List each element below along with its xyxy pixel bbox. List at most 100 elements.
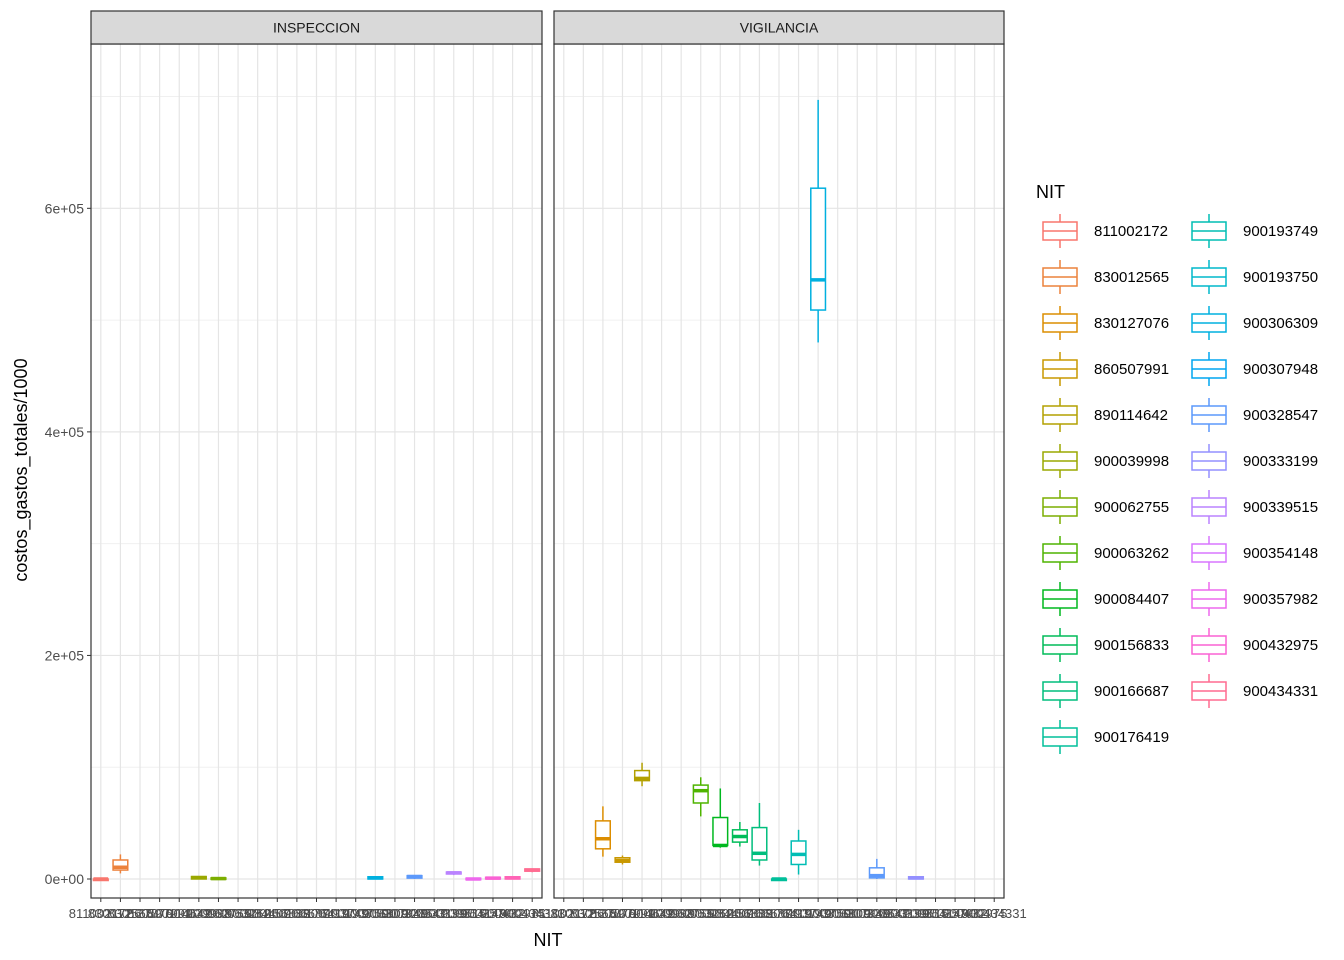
legend-label: 900432975 — [1243, 637, 1318, 654]
x-tick-label: 811002172 — [69, 906, 133, 921]
box-830012565 — [112, 854, 129, 874]
x-tick-label: 900357982 — [923, 906, 988, 921]
box-900176419 — [770, 877, 788, 882]
y-axis-label: costos_gastos_totales/1000 — [11, 358, 32, 581]
box-900306309 — [367, 876, 384, 880]
x-tick-label: 900306309 — [343, 906, 408, 921]
x-tick-label: 900307948 — [362, 906, 427, 921]
x-tick-label: 900339515 — [421, 906, 486, 921]
box-900063262 — [692, 777, 709, 817]
box-900354148 — [465, 877, 482, 881]
x-tick-label: 900193750 — [323, 906, 388, 921]
legend-label: 900307948 — [1243, 361, 1318, 378]
x-tick-label: 811002172 — [532, 906, 596, 921]
legend-label: 900193749 — [1243, 223, 1318, 240]
legend-label: 860507991 — [1094, 361, 1169, 378]
box-860507991 — [614, 855, 631, 865]
box-811002172 — [92, 877, 109, 882]
x-tick-label: 900432975 — [942, 906, 1007, 921]
x-tick-label: 900039998 — [629, 906, 694, 921]
legend-item-811002172: 811002172 — [1042, 214, 1168, 248]
y-tick-label: 4e+05 — [45, 424, 85, 440]
facet-panel-vigilancia: VIGILANCIA — [553, 10, 1005, 899]
x-tick-label: 900062755 — [649, 906, 714, 921]
x-tick-label: 900193749 — [766, 906, 831, 921]
x-tick-label: 830127076 — [107, 906, 172, 921]
legend-label: 900193750 — [1243, 269, 1318, 286]
facet-panels: INSPECCION VIGILANCIA — [90, 10, 1005, 899]
box-900328547 — [406, 874, 423, 879]
x-tick-label: 860507991 — [127, 906, 192, 921]
box-900339515 — [907, 876, 925, 880]
legend-label: 900063262 — [1094, 545, 1169, 562]
legend-item-900434331: 900434331 — [1191, 674, 1318, 708]
legend-item-900166687: 900166687 — [1042, 674, 1169, 708]
box-900193749 — [790, 829, 807, 875]
legend-item-900357982: 900357982 — [1191, 582, 1318, 616]
x-tick-label: 900039998 — [166, 906, 231, 921]
box-body — [633, 769, 651, 782]
box-body — [692, 784, 709, 804]
legend-label: 900328547 — [1243, 407, 1318, 424]
y-axis: 0e+00 2e+05 4e+05 6e+05 — [45, 200, 91, 887]
legend-title: NIT — [1036, 182, 1065, 202]
x-tick-label: 900063262 — [668, 906, 733, 921]
strip-label: INSPECCION — [273, 20, 360, 36]
legend-label: 900039998 — [1094, 453, 1169, 470]
legend-item-900039998: 900039998 — [1042, 444, 1169, 478]
legend-item-900354148: 900354148 — [1191, 536, 1318, 570]
x-tick-label: 900176419 — [284, 906, 349, 921]
legend: 811002172 830012565 830127076 860507991 8901… — [1042, 214, 1318, 754]
legend-label: 900166687 — [1094, 683, 1169, 700]
x-tick-label: 890114642 — [610, 906, 674, 921]
legend-item-900084407: 900084407 — [1042, 582, 1169, 616]
x-tick-label: 900307948 — [825, 906, 890, 921]
box-body — [751, 826, 768, 861]
x-axis-label: NIT — [534, 930, 563, 950]
box-body — [868, 867, 885, 879]
box-body — [112, 859, 129, 871]
x-tick-label: 900084407 — [225, 906, 290, 921]
legend-item-900432975: 900432975 — [1191, 628, 1318, 662]
box-900166687 — [751, 802, 768, 866]
x-tick-label: 900193749 — [304, 906, 369, 921]
x-tick-label: 900328547 — [382, 906, 447, 921]
legend-item-830127076: 830127076 — [1042, 306, 1169, 340]
legend-item-860507991: 860507991 — [1042, 352, 1169, 386]
box-body — [712, 816, 729, 847]
legend-label: 890114642 — [1094, 407, 1168, 424]
legend-label: 900434331 — [1243, 683, 1318, 700]
x-tick-label: 900434331 — [962, 906, 1027, 921]
x-tick-label: 900193750 — [786, 906, 851, 921]
strip-background — [90, 10, 543, 45]
legend-label: 900357982 — [1243, 591, 1318, 608]
box-890114642 — [633, 762, 651, 787]
x-tick-label: 830127076 — [570, 906, 635, 921]
legend-label: 900306309 — [1243, 315, 1318, 332]
box-900084407 — [712, 788, 729, 848]
x-tick-label: 900354148 — [903, 906, 968, 921]
legend-label: 811002172 — [1094, 223, 1168, 240]
x-tick-label: 900062755 — [186, 906, 251, 921]
x-tick-label: 900306309 — [805, 906, 870, 921]
strip-label: VIGILANCIA — [740, 20, 819, 36]
box-900434331 — [524, 868, 541, 873]
box-900328547 — [868, 858, 885, 879]
box-body — [810, 187, 827, 311]
x-tick-label: 900357982 — [460, 906, 525, 921]
x-tick-label: 860507991 — [590, 906, 655, 921]
legend-item-900156833: 900156833 — [1042, 628, 1169, 662]
box-900156833 — [731, 821, 748, 847]
legend-label: 900176419 — [1094, 729, 1169, 746]
legend-label: 900084407 — [1094, 591, 1169, 608]
x-tick-label: 900354148 — [441, 906, 506, 921]
legend-item-900328547: 900328547 — [1191, 398, 1318, 432]
box-900039998 — [190, 875, 207, 880]
legend-label: 830012565 — [1094, 269, 1169, 286]
y-tick-label: 6e+05 — [45, 200, 85, 216]
x-tick-label: 900339515 — [883, 906, 948, 921]
x-axis: 8110021728300125658301270768605079918901… — [69, 898, 1027, 921]
legend-item-890114642: 890114642 — [1042, 398, 1168, 432]
legend-item-900176419: 900176419 — [1042, 720, 1169, 754]
